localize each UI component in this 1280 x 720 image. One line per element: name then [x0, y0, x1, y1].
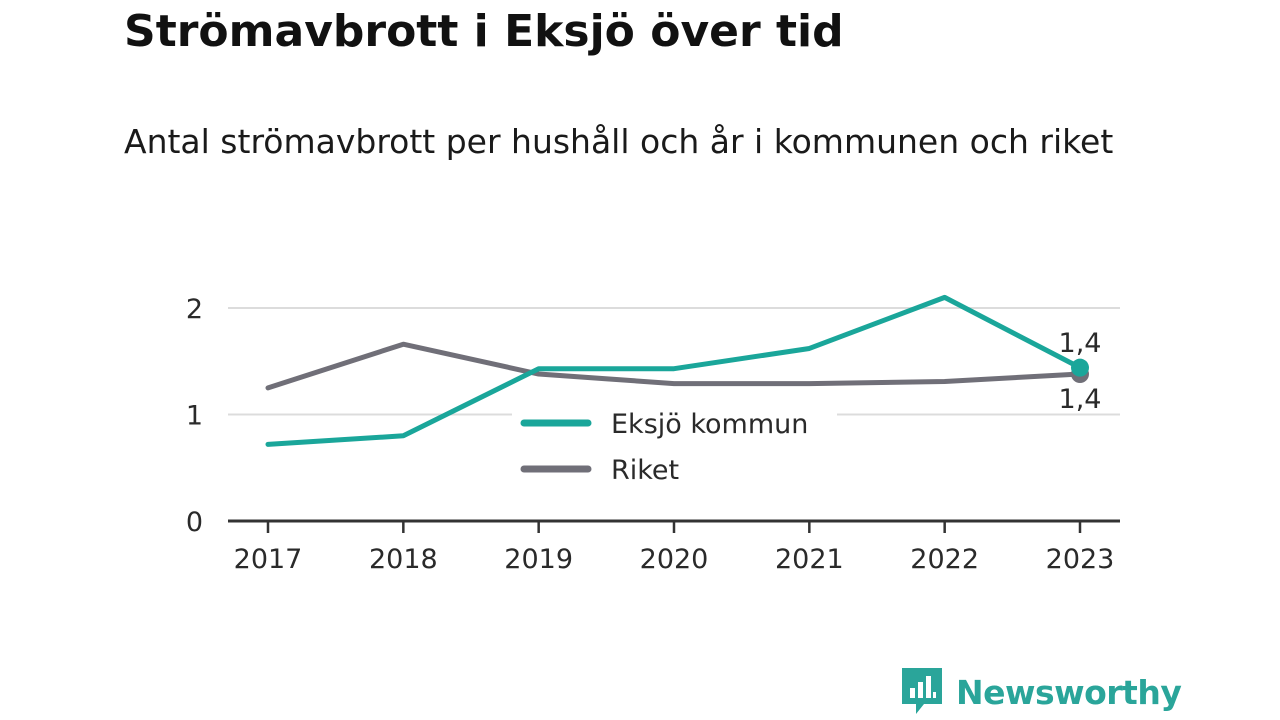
legend: Eksjö kommun Riket [512, 398, 837, 498]
x-tick-label: 2020 [640, 544, 709, 575]
chart-title: Strömavbrott i Eksjö över tid [124, 6, 844, 57]
end-label-eksjo: 1,4 [1059, 328, 1102, 359]
end-label-riket: 1,4 [1059, 384, 1102, 415]
x-tick-label: 2021 [775, 544, 844, 575]
legend-background [512, 398, 837, 498]
chart-subtitle: Antal strömavbrott per hushåll och år i … [124, 122, 1114, 161]
x-tick-label: 2019 [504, 544, 573, 575]
x-tick-label: 2018 [369, 544, 438, 575]
x-axis: 2017 2018 2019 2020 2021 2022 2023 [228, 519, 1120, 575]
y-tick-label: 2 [186, 294, 203, 325]
series-line-riket [265, 341, 1083, 391]
end-value-labels: 1,4 1,4 [1059, 328, 1102, 415]
y-tick-label: 1 [186, 401, 203, 432]
bar-chart-speech-bubble-icon [902, 668, 942, 714]
x-tick-label: 2017 [234, 544, 303, 575]
series-lines [265, 294, 1089, 447]
series-line-eksjo [265, 294, 1083, 447]
y-axis-ticks: 0 1 2 [186, 294, 203, 538]
brand-name: Newsworthy [956, 672, 1182, 712]
brand-logo: Newsworthy [902, 668, 1182, 716]
x-tick-label: 2023 [1046, 544, 1115, 575]
legend-label: Eksjö kommun [611, 409, 808, 440]
end-marker-eksjo [1071, 358, 1089, 377]
x-tick-label: 2022 [910, 544, 979, 575]
legend-label: Riket [611, 455, 679, 486]
y-tick-label: 0 [186, 507, 203, 538]
